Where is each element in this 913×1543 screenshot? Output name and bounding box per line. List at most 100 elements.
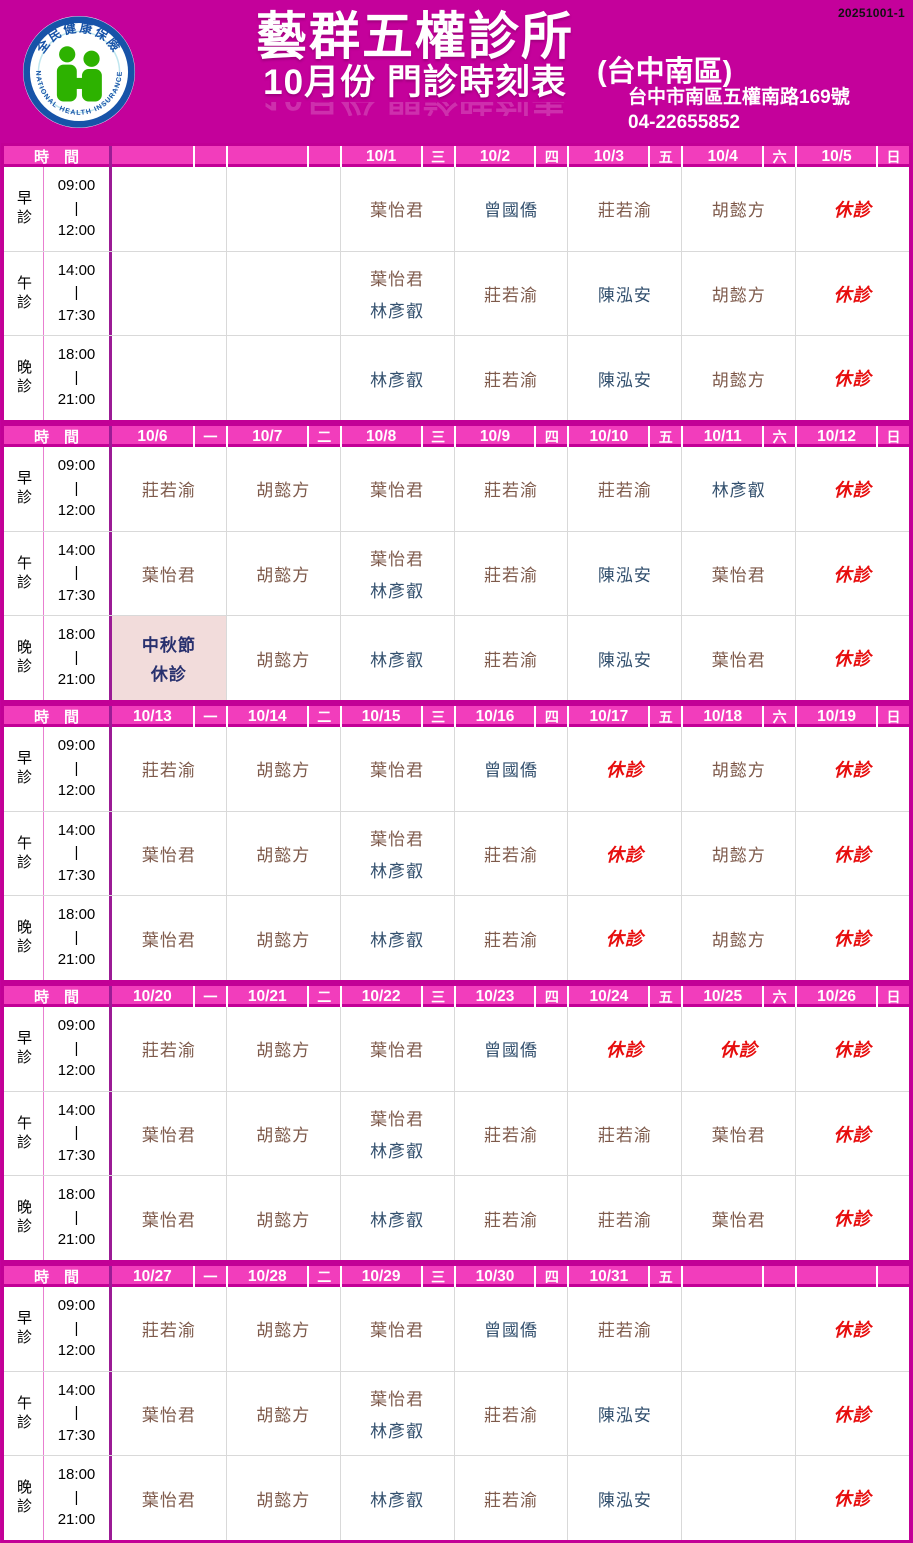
closed-label: 休診 <box>833 1489 872 1510</box>
day-weekday <box>306 146 340 167</box>
version-code: 20251001-1 <box>837 6 905 20</box>
week-header-row: 時 間 10/1 三 10/2 四 10/3 五 10/4 六 10/5 日 <box>4 146 909 167</box>
doctor-name: 葉怡君 <box>370 201 425 221</box>
day-header-cell: 10/16 四 <box>453 706 568 727</box>
day-weekday: 三 <box>420 986 454 1007</box>
day-header-cell: 10/27 一 <box>112 1266 226 1287</box>
schedule-cell: 葉怡君 林彥叡 <box>339 251 454 336</box>
doctor-name: 林彥叡 <box>370 1210 425 1230</box>
schedule-cell: 胡懿方 <box>225 1176 340 1261</box>
schedule-cell: 林彥叡 <box>339 896 454 981</box>
clinic-address: 台中市南區五權南路169號 <box>628 87 850 108</box>
schedule-cell: 葉怡君 <box>681 1176 795 1261</box>
session-time: 18:00 | 21:00 <box>44 896 112 981</box>
doctor-name: 葉怡君 <box>711 566 766 585</box>
holiday-label: 休診 <box>150 665 187 685</box>
day-weekday <box>875 1266 909 1287</box>
day-weekday: 四 <box>534 986 567 1007</box>
doctor-name: 胡懿方 <box>256 1321 311 1341</box>
time-header-label: 時 間 <box>4 426 112 447</box>
schedule-cell: 陳泓安 <box>567 1371 681 1456</box>
day-date: 10/6 <box>137 427 168 445</box>
doctor-name: 葉怡君 <box>141 1490 196 1510</box>
closed-label: 休診 <box>833 564 872 585</box>
day-date: 10/13 <box>133 707 172 725</box>
schedule-cell: 葉怡君 <box>112 532 226 616</box>
session-time-start: 09:00 <box>57 177 96 195</box>
session-time: 09:00 | 12:00 <box>44 167 112 251</box>
schedule-cell: 莊若渝 <box>112 1007 226 1091</box>
day-header-cell: 10/5 日 <box>795 146 909 167</box>
session-time-end: 21:00 <box>57 951 96 969</box>
day-weekday: 三 <box>420 146 454 167</box>
closed-label: 休診 <box>833 649 872 670</box>
doctor-name: 葉怡君 <box>711 1210 766 1230</box>
day-header-cell: 10/1 三 <box>339 146 454 167</box>
session-time: 14:00 | 17:30 <box>44 1371 112 1456</box>
time-header-label: 時 間 <box>4 146 112 167</box>
session-time-start: 09:00 <box>57 737 96 755</box>
day-date: 10/21 <box>247 987 287 1005</box>
doctor-name: 陳泓安 <box>597 650 652 670</box>
doctor-name: 莊若渝 <box>483 1490 538 1510</box>
day-weekday <box>192 146 226 167</box>
session-label: 早診 <box>4 167 44 251</box>
doctor-name: 莊若渝 <box>141 1041 196 1061</box>
holiday-label: 中秋節 <box>141 636 196 656</box>
day-header-cell <box>795 1266 909 1287</box>
schedule-cell: 休診 <box>795 167 909 251</box>
doctor-name: 曾國僑 <box>483 1321 538 1341</box>
day-header-cell: 10/10 五 <box>567 426 681 447</box>
doctor-name: 莊若渝 <box>141 761 196 781</box>
day-date: 10/17 <box>589 707 629 725</box>
day-weekday: 六 <box>762 706 795 727</box>
schedule-cell: 休診 <box>795 1371 909 1456</box>
day-date: 10/14 <box>247 707 287 725</box>
schedule-cell: 莊若渝 <box>567 167 681 251</box>
schedule-cell: 林彥叡 <box>339 1456 454 1541</box>
day-date: 10/1 <box>366 147 397 165</box>
schedule-cell: 胡懿方 <box>225 447 340 531</box>
day-date: 10/15 <box>361 707 401 725</box>
week-header-row: 時 間 10/20 一 10/21 二 10/22 三 10/23 四 10/24 五 10/25 六 1… <box>4 986 909 1007</box>
closed-label: 休診 <box>833 759 872 780</box>
day-weekday: 二 <box>306 1266 340 1287</box>
session-label: 晚診 <box>4 616 44 701</box>
schedule-cell: 休診 <box>795 1007 909 1091</box>
schedule-cell: 莊若渝 <box>453 1456 568 1541</box>
day-weekday: 六 <box>762 146 795 167</box>
day-header-cell: 10/4 六 <box>681 146 795 167</box>
doctor-name: 陳泓安 <box>597 370 652 390</box>
day-date: 10/29 <box>361 1267 401 1285</box>
doctor-name: 莊若渝 <box>597 201 652 221</box>
session-time: 18:00 | 21:00 <box>44 1176 112 1261</box>
day-weekday: 六 <box>762 986 795 1007</box>
day-weekday: 一 <box>192 426 226 447</box>
day-header-cell: 10/28 二 <box>225 1266 340 1287</box>
day-date <box>112 146 193 167</box>
schedule-cell: 胡懿方 <box>681 896 795 981</box>
session-time-end: 21:00 <box>57 391 96 409</box>
doctor-name: 莊若渝 <box>597 1321 652 1341</box>
doctor-name: 胡懿方 <box>256 566 311 585</box>
closed-label: 休診 <box>605 844 644 865</box>
schedule-cell: 休診 <box>795 336 909 421</box>
closed-label: 休診 <box>833 1039 872 1060</box>
doctor-name: 胡懿方 <box>256 481 311 501</box>
schedule-cell: 葉怡君 <box>112 1456 226 1540</box>
session-time-sep: | <box>74 759 79 777</box>
session-row: 晚診 18:00 | 21:00 林彥叡 莊若渝 陳泓安 胡懿方 休診 <box>4 335 909 421</box>
schedule-cell: 曾國僑 <box>453 727 568 811</box>
time-header-label: 時 間 <box>4 706 112 727</box>
schedule-cell: 曾國僑 <box>453 167 568 251</box>
day-header-cell: 10/11 六 <box>681 426 795 447</box>
schedule-cell: 莊若渝 <box>453 1371 568 1456</box>
day-header-cell: 10/21 二 <box>225 986 340 1007</box>
day-header-cell: 10/9 四 <box>453 426 568 447</box>
day-date: 10/10 <box>589 427 629 445</box>
session-time-sep: | <box>74 368 79 386</box>
closed-label: 休診 <box>833 199 872 220</box>
session-row: 晚診 18:00 | 21:00 葉怡君 胡懿方 林彥叡 莊若渝 休診 胡懿方 休診 <box>4 895 909 981</box>
doctor-name: 曾國僑 <box>483 761 538 781</box>
day-header-cell: 10/24 五 <box>567 986 681 1007</box>
